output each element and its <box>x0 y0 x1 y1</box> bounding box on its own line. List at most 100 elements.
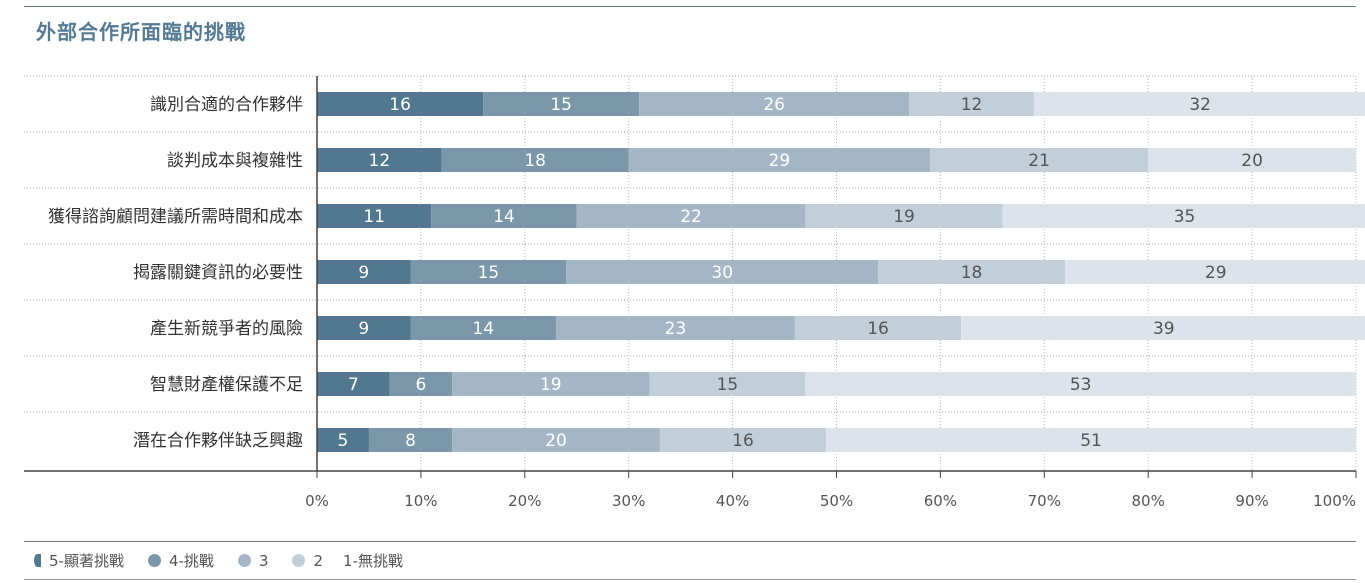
data-label: 15 <box>550 95 572 115</box>
bar-segment <box>452 372 650 396</box>
x-tick-label: 20% <box>508 492 541 510</box>
data-label: 9 <box>358 263 369 283</box>
bar-segment <box>878 260 1066 284</box>
data-label: 7 <box>348 375 359 395</box>
x-tick-label: 80% <box>1132 492 1165 510</box>
legend-item-challenge: 4-挑戰 <box>147 550 214 571</box>
data-label: 20 <box>545 431 567 451</box>
data-label: 39 <box>1153 319 1175 339</box>
legend-item-significant: 5-顯著挑戰 <box>34 550 124 571</box>
legend-label-challenge: 4-挑戰 <box>168 552 214 570</box>
x-tick-label: 50% <box>820 492 853 510</box>
data-label: 14 <box>493 207 515 227</box>
category-label: 潛在合作夥伴缺乏興趣 <box>133 431 303 451</box>
data-label: 16 <box>389 95 411 115</box>
bar-segment <box>805 372 1356 396</box>
x-tick-label: 0% <box>305 492 329 510</box>
bar-segment <box>389 372 453 396</box>
x-tick-label: 40% <box>716 492 749 510</box>
bar-segment <box>1002 204 1365 228</box>
legend-swatch-2 <box>292 554 306 567</box>
data-label: 15 <box>478 263 500 283</box>
data-label: 19 <box>893 207 915 227</box>
bar-segment <box>1148 148 1356 172</box>
x-tick-label: 30% <box>612 492 645 510</box>
data-label: 51 <box>1080 431 1102 451</box>
bar-segment <box>410 316 556 340</box>
data-label: 21 <box>1028 151 1050 171</box>
data-label: 14 <box>472 319 494 339</box>
data-label: 8 <box>405 431 416 451</box>
data-label: 30 <box>711 263 733 283</box>
x-tick-label: 10% <box>404 492 437 510</box>
category-label: 獲得諮詢顧問建議所需時間和成本 <box>48 207 303 227</box>
data-label: 23 <box>665 319 687 339</box>
legend-swatch-significant <box>34 554 41 567</box>
bar-segment <box>317 316 411 340</box>
category-label: 識別合適的合作夥伴 <box>150 95 303 115</box>
data-label: 11 <box>363 207 385 227</box>
legend-label-2: 2 <box>313 551 324 570</box>
legend-label-no-challenge: 1-無挑戰 <box>343 552 403 570</box>
bar-segment <box>483 92 640 116</box>
bar-segment <box>317 428 369 452</box>
bar-segment <box>317 92 484 116</box>
data-label: 35 <box>1174 207 1196 227</box>
legend-item-no-challenge: 1-無挑戰 <box>343 550 403 571</box>
x-tick-label: 70% <box>1028 492 1061 510</box>
data-label: 19 <box>540 375 562 395</box>
bar-segment <box>317 148 442 172</box>
data-label: 12 <box>961 95 983 115</box>
data-label: 12 <box>369 151 391 171</box>
category-label: 揭露關鍵資訊的必要性 <box>133 263 303 283</box>
legend-label-significant: 5-顯著挑戰 <box>49 552 124 570</box>
data-label: 16 <box>732 431 754 451</box>
bar-segment <box>1033 92 1365 116</box>
bar-segment <box>317 204 432 228</box>
legend-swatch-3 <box>237 554 251 567</box>
data-label: 15 <box>717 375 739 395</box>
bar-segment <box>431 204 577 228</box>
bar-segment <box>659 428 827 452</box>
stacked-bar-chart: 識別合適的合作夥伴 16 15 26 12 32 談判成本與複雜性 12 18 29 21 20 獲得諮… <box>24 75 1365 510</box>
legend-item-3: 3 <box>237 551 269 570</box>
data-label: 29 <box>769 151 791 171</box>
x-tick-label: 60% <box>924 492 957 510</box>
bar-segment <box>649 372 806 396</box>
bar-segment <box>1065 260 1365 284</box>
data-label: 18 <box>524 151 546 171</box>
legend-label-3: 3 <box>258 551 269 570</box>
bar-segment <box>452 428 660 452</box>
data-label: 6 <box>415 375 426 395</box>
bar-segment <box>441 148 629 172</box>
bar-segment <box>566 260 879 284</box>
x-tick-label: 100% <box>1313 492 1356 510</box>
data-label: 9 <box>358 319 369 339</box>
top-rule <box>24 6 1356 7</box>
x-tick-label: 90% <box>1235 492 1268 510</box>
bar-segment <box>317 372 390 396</box>
bar-segment <box>961 316 1365 340</box>
data-label: 18 <box>961 263 983 283</box>
bar-segment <box>826 428 1356 452</box>
bar-segment <box>555 316 795 340</box>
data-label: 20 <box>1241 151 1263 171</box>
data-label: 22 <box>680 207 702 227</box>
bar-segment <box>628 148 931 172</box>
data-label: 16 <box>867 319 889 339</box>
legend: 5-顯著挑戰 4-挑戰 3 2 1-無挑戰 <box>24 541 1356 580</box>
bar-segment <box>805 204 1003 228</box>
legend-swatch-challenge <box>147 554 161 567</box>
category-label: 產生新競爭者的風險 <box>150 319 303 339</box>
legend-item-2: 2 <box>292 552 323 570</box>
bar-segment <box>794 316 962 340</box>
bar-segment <box>909 92 1034 116</box>
data-label: 53 <box>1070 375 1092 395</box>
data-label: 29 <box>1205 263 1227 283</box>
bar-segment <box>410 260 567 284</box>
data-label: 26 <box>763 95 785 115</box>
bar-segment <box>576 204 806 228</box>
category-label: 智慧財產權保護不足 <box>150 375 303 395</box>
bar-segment <box>368 428 453 452</box>
bar-segment <box>639 92 910 116</box>
